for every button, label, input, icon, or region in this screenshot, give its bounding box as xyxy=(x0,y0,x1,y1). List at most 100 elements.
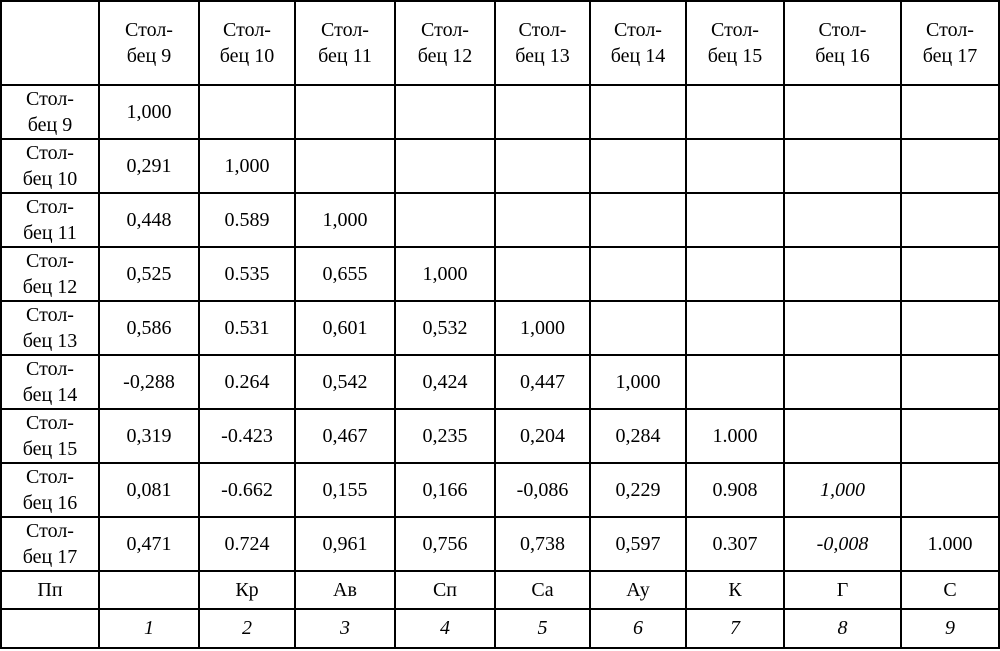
value-cell: 0,586 xyxy=(98,300,200,356)
value-cell: 1.000 xyxy=(900,516,1000,572)
row-header: Стол- бец 9 xyxy=(0,84,100,140)
pp-cell: К xyxy=(685,570,785,610)
corner-cell xyxy=(0,0,100,86)
pp-row-header: Пп xyxy=(0,570,100,610)
value-cell xyxy=(494,138,591,194)
value-cell: -0,086 xyxy=(494,462,591,518)
value-cell: 0,655 xyxy=(294,246,396,302)
value-cell: 0.535 xyxy=(198,246,296,302)
value-cell xyxy=(589,300,687,356)
value-cell: 0.908 xyxy=(685,462,785,518)
pp-cell xyxy=(98,570,200,610)
value-cell: 0,467 xyxy=(294,408,396,464)
data-row: Стол- бец 12 0,525 0.535 0,655 1,000 xyxy=(0,246,1000,302)
value-cell xyxy=(394,138,496,194)
row-header: Стол- бец 11 xyxy=(0,192,100,248)
value-cell xyxy=(494,84,591,140)
value-cell xyxy=(589,192,687,248)
value-cell: 0,229 xyxy=(589,462,687,518)
value-cell xyxy=(783,300,902,356)
index-cell: 1 xyxy=(98,608,200,649)
value-cell: 0.531 xyxy=(198,300,296,356)
row-header: Стол- бец 12 xyxy=(0,246,100,302)
value-cell: 0,525 xyxy=(98,246,200,302)
value-cell: 0,532 xyxy=(394,300,496,356)
value-cell: 1,000 xyxy=(783,462,902,518)
value-cell: 1.000 xyxy=(685,408,785,464)
column-header: Стол- бец 13 xyxy=(494,0,591,86)
index-cell: 7 xyxy=(685,608,785,649)
value-cell xyxy=(685,192,785,248)
value-cell xyxy=(589,84,687,140)
column-header: Стол- бец 10 xyxy=(198,0,296,86)
column-header: Стол- бец 14 xyxy=(589,0,687,86)
value-cell: 0,447 xyxy=(494,354,591,410)
column-header: Стол- бец 12 xyxy=(394,0,496,86)
pp-cell: Са xyxy=(494,570,591,610)
value-cell xyxy=(900,300,1000,356)
value-cell: 0,291 xyxy=(98,138,200,194)
pp-cell: Кр xyxy=(198,570,296,610)
value-cell xyxy=(783,408,902,464)
value-cell: 0,081 xyxy=(98,462,200,518)
value-cell: 0,166 xyxy=(394,462,496,518)
value-cell xyxy=(394,84,496,140)
column-header: Стол- бец 15 xyxy=(685,0,785,86)
index-row-header xyxy=(0,608,100,649)
pp-cell: Сп xyxy=(394,570,496,610)
value-cell xyxy=(198,84,296,140)
data-row: Стол- бец 13 0,586 0.531 0,601 0,532 1,000 xyxy=(0,300,1000,356)
value-cell: 1,000 xyxy=(494,300,591,356)
value-cell: 0,961 xyxy=(294,516,396,572)
data-row: Стол- бец 17 0,471 0.724 0,961 0,756 0,738 0,5… xyxy=(0,516,1000,572)
value-cell xyxy=(685,84,785,140)
pp-cell: Ау xyxy=(589,570,687,610)
value-cell xyxy=(783,84,902,140)
value-cell: 0,204 xyxy=(494,408,591,464)
value-cell: 0,155 xyxy=(294,462,396,518)
value-cell xyxy=(900,462,1000,518)
pp-cell: Г xyxy=(783,570,902,610)
data-row: Стол- бец 9 1,000 xyxy=(0,84,1000,140)
column-header: Стол- бец 17 xyxy=(900,0,1000,86)
value-cell xyxy=(900,408,1000,464)
value-cell: 0,424 xyxy=(394,354,496,410)
value-cell xyxy=(494,192,591,248)
value-cell: 1,000 xyxy=(198,138,296,194)
row-header: Стол- бец 14 xyxy=(0,354,100,410)
value-cell xyxy=(294,84,396,140)
row-header: Стол- бец 10 xyxy=(0,138,100,194)
value-cell xyxy=(494,246,591,302)
value-cell xyxy=(589,138,687,194)
data-row: Стол- бец 14 -0,288 0.264 0,542 0,424 0,447 1,… xyxy=(0,354,1000,410)
data-row: Стол- бец 10 0,291 1,000 xyxy=(0,138,1000,194)
value-cell xyxy=(589,246,687,302)
column-header: Стол- бец 11 xyxy=(294,0,396,86)
value-cell xyxy=(900,354,1000,410)
value-cell: -0.662 xyxy=(198,462,296,518)
value-cell xyxy=(394,192,496,248)
value-cell xyxy=(294,138,396,194)
value-cell: 1,000 xyxy=(394,246,496,302)
index-cell: 8 xyxy=(783,608,902,649)
value-cell: 1,000 xyxy=(589,354,687,410)
value-cell: 1,000 xyxy=(294,192,396,248)
column-header: Стол- бец 16 xyxy=(783,0,902,86)
value-cell xyxy=(900,84,1000,140)
value-cell: 0,284 xyxy=(589,408,687,464)
header-row: Стол- бец 9 Стол- бец 10 Стол- бец 11 Стол-… xyxy=(0,0,1000,86)
value-cell: 0.724 xyxy=(198,516,296,572)
value-cell xyxy=(900,138,1000,194)
value-cell: 0,542 xyxy=(294,354,396,410)
row-header: Стол- бец 15 xyxy=(0,408,100,464)
value-cell: -0.423 xyxy=(198,408,296,464)
value-cell xyxy=(900,246,1000,302)
pp-row: Пп Кр Ав Сп Са Ау К Г С xyxy=(0,570,1000,610)
index-cell: 2 xyxy=(198,608,296,649)
value-cell: 1,000 xyxy=(98,84,200,140)
pp-cell: Ав xyxy=(294,570,396,610)
